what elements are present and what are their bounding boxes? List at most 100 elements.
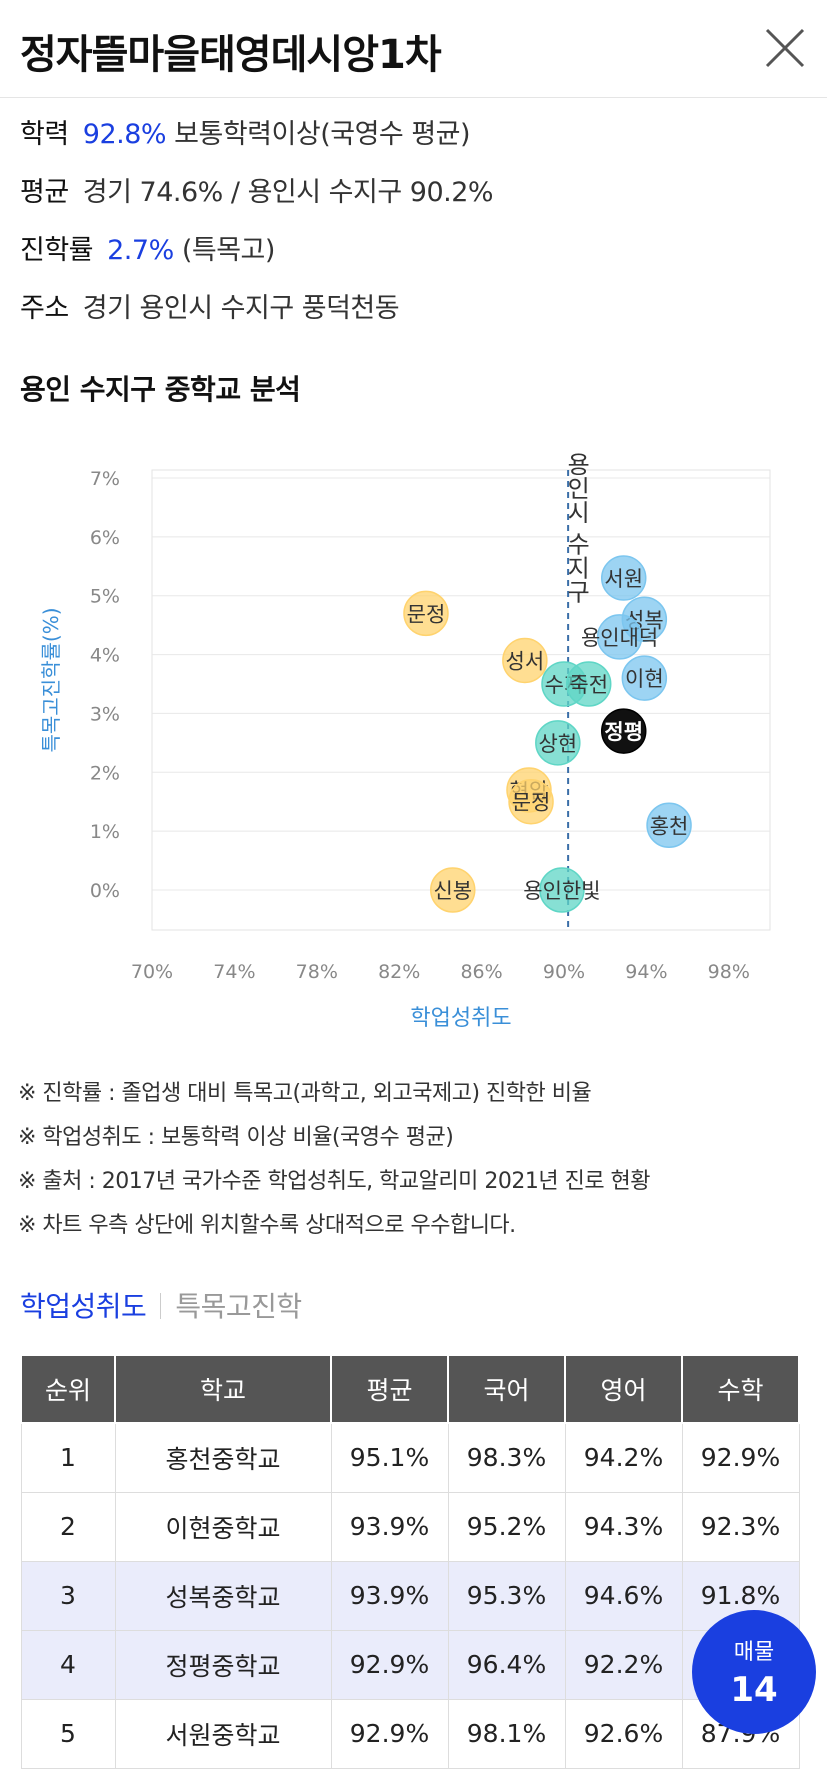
- table-row[interactable]: 4 정평중학교 92.9% 96.4% 92.2%: [20, 1629, 800, 1700]
- point-label: 정평: [604, 720, 643, 744]
- y-tick-label: 3%: [90, 703, 120, 725]
- point-label: 홍천: [650, 814, 689, 838]
- point-label: 상현: [538, 732, 577, 756]
- cell-school: 홍천중학교: [114, 1422, 332, 1493]
- point-용인대덕: [596, 614, 643, 660]
- cell-english: 92.2%: [564, 1629, 683, 1700]
- y-tick-label: 2%: [90, 762, 120, 784]
- cell-math: 92.9%: [681, 1422, 800, 1493]
- header-korean: 국어: [447, 1354, 566, 1424]
- cell-math: 92.3%: [681, 1491, 800, 1562]
- header-rank: 순위: [20, 1354, 116, 1424]
- x-tick-label: 94%: [625, 961, 667, 983]
- note-2: ※ 학업성취도 : 보통학력 이상 비율(국영수 평균): [18, 1125, 454, 1150]
- listings-count: 14: [730, 1670, 778, 1710]
- cell-school: 성복중학교: [114, 1560, 332, 1631]
- table-row[interactable]: 5 서원중학교 92.9% 98.1% 92.6% 87.9%: [20, 1698, 800, 1769]
- page-title: 정자뜰마을태영데시앙1차: [20, 32, 442, 78]
- point-label: 신봉: [433, 879, 472, 903]
- cell-average: 92.9%: [330, 1698, 449, 1769]
- y-tick-label: 4%: [90, 645, 120, 667]
- listings-label: 매물: [733, 1640, 775, 1665]
- point-서원: [600, 555, 647, 601]
- x-tick-label: 74%: [213, 961, 255, 983]
- cell-korean: 96.4%: [447, 1629, 566, 1700]
- info-achievement: 학력 92.8% 보통학력이상(국영수 평균): [20, 112, 471, 151]
- y-tick-label: 1%: [90, 821, 120, 843]
- address-value: 경기 용인시 수지구 풍덕천동: [82, 293, 400, 324]
- point-label: 문정: [407, 602, 446, 626]
- point-용인한빛: [539, 867, 585, 913]
- cell-english: 94.6%: [564, 1560, 683, 1631]
- x-tick-label: 70%: [131, 961, 173, 983]
- cell-school: 정평중학교: [114, 1629, 332, 1700]
- point-label: 문정: [512, 791, 551, 815]
- x-axis-label: 학업성취도: [410, 1006, 511, 1031]
- header-english: 영어: [564, 1354, 683, 1424]
- cell-average: 93.9%: [330, 1560, 449, 1631]
- cell-english: 94.2%: [564, 1422, 683, 1493]
- cell-school: 서원중학교: [114, 1698, 332, 1769]
- table-header-row: 순위 학교 평균 국어 영어 수학: [20, 1354, 800, 1424]
- info-average: 평균 경기 74.6% / 용인시 수지구 90.2%: [20, 170, 494, 209]
- listings-button[interactable]: 매물 14: [692, 1610, 816, 1734]
- cell-korean: 95.3%: [447, 1560, 566, 1631]
- achievement-desc: 보통학력이상(국영수 평균): [174, 119, 471, 150]
- point-성서: [502, 637, 548, 684]
- x-tick-label: 86%: [460, 961, 502, 983]
- cell-average: 93.9%: [330, 1491, 449, 1562]
- cell-school: 이현중학교: [114, 1491, 332, 1562]
- advancement-value: 2.7%: [107, 235, 174, 266]
- point-label: 이현: [625, 667, 664, 691]
- close-icon[interactable]: [763, 26, 807, 70]
- info-label: 평균: [20, 177, 69, 208]
- info-label: 진학률: [20, 235, 94, 266]
- point-문정: [403, 590, 449, 637]
- point-상현: [535, 720, 581, 766]
- header-school: 학교: [114, 1354, 332, 1424]
- x-tick-label: 78%: [296, 961, 338, 983]
- cell-rank: 5: [20, 1698, 116, 1769]
- point-label: 용인한빛: [523, 879, 600, 903]
- cell-english: 94.3%: [564, 1491, 683, 1562]
- point-이현: [621, 655, 668, 701]
- cell-rank: 1: [20, 1422, 116, 1493]
- y-tick-label: 7%: [90, 468, 120, 490]
- cell-korean: 95.2%: [447, 1491, 566, 1562]
- scatter-chart: 0% 1% 2% 3% 4% 5% 6% 7% 70% 74% 78% 82% 86% 90% 94% 98%…: [39, 452, 771, 1031]
- section-title: 용인 수지구 중학교 분석: [20, 373, 301, 406]
- note-1: ※ 진학률 : 졸업생 대비 특목고(과학고, 외고국제고) 진학한 비율: [18, 1081, 592, 1106]
- reference-line-label: 용인시 수지구: [562, 452, 590, 604]
- ranking-table: 순위 학교 평균 국어 영어 수학 1 홍천중학교 95.1% 98.3% 94…: [20, 1354, 800, 1769]
- header-math: 수학: [681, 1354, 800, 1424]
- tab-divider: [160, 1293, 162, 1319]
- cell-rank: 2: [20, 1491, 116, 1562]
- cell-average: 95.1%: [330, 1422, 449, 1493]
- point-신봉: [430, 867, 476, 913]
- point-label: 서원: [604, 567, 643, 591]
- cell-korean: 98.3%: [447, 1422, 566, 1493]
- point-죽전: [565, 661, 612, 707]
- point-홍천: [646, 802, 692, 849]
- y-tick-label: 0%: [90, 880, 120, 902]
- point-정평: [600, 708, 647, 754]
- plot-area: [151, 469, 771, 931]
- table-row[interactable]: 3 성복중학교 93.9% 95.3% 94.6% 91.8%: [20, 1560, 800, 1631]
- tab-achievement[interactable]: 학업성취도: [20, 1290, 147, 1323]
- point-문정: [508, 778, 554, 825]
- table-row[interactable]: 1 홍천중학교 95.1% 98.3% 94.2% 92.9%: [20, 1422, 800, 1493]
- note-3: ※ 출처 : 2017년 국가수준 학업성취도, 학교알리미 2021년 진로 …: [18, 1169, 651, 1194]
- cell-rank: 4: [20, 1629, 116, 1700]
- note-4: ※ 차트 우측 상단에 위치할수록 상대적으로 우수합니다.: [18, 1213, 516, 1238]
- cell-rank: 3: [20, 1560, 116, 1631]
- achievement-value: 92.8%: [82, 119, 167, 150]
- tab-special-school[interactable]: 특목고진학: [175, 1290, 302, 1323]
- y-tick-label: 6%: [90, 527, 120, 549]
- header: 정자뜰마을태영데시앙1차: [0, 0, 827, 98]
- x-tick-label: 98%: [708, 961, 750, 983]
- cell-english: 92.6%: [564, 1698, 683, 1769]
- info-label: 주소: [20, 293, 69, 324]
- x-tick-label: 90%: [543, 961, 585, 983]
- table-row[interactable]: 2 이현중학교 93.9% 95.2% 94.3% 92.3%: [20, 1491, 800, 1562]
- y-axis-label: 특목고진학률(%): [39, 607, 63, 752]
